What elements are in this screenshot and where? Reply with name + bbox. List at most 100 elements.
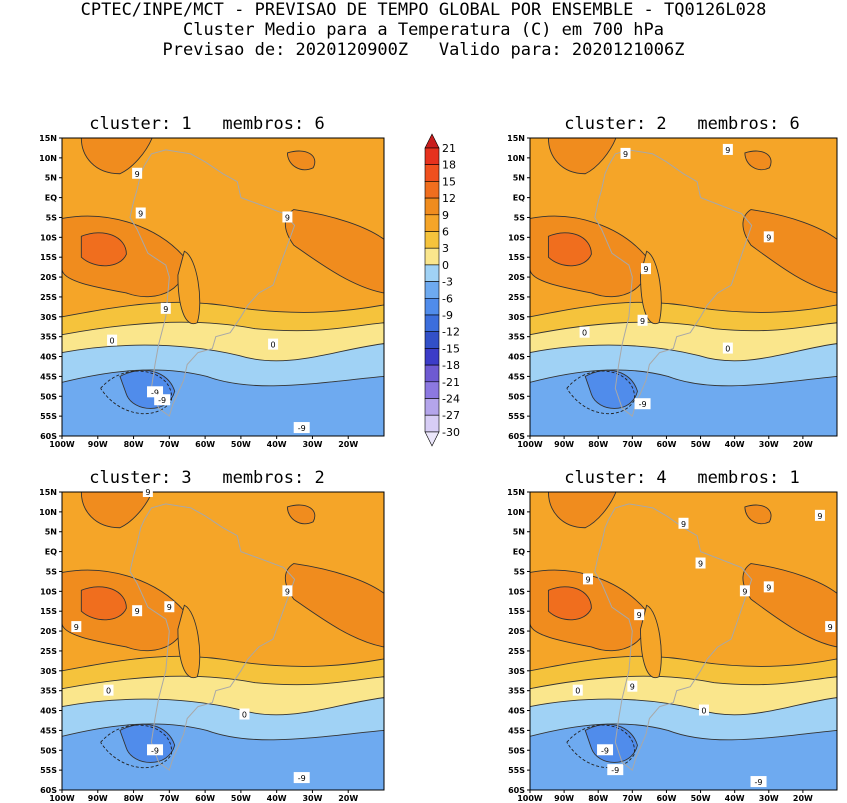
lat-tick-label: 45S [40, 726, 57, 735]
lat-tick-label: 35S [508, 687, 525, 696]
contour-label: 0 [106, 687, 111, 696]
colorbar-label: -18 [442, 359, 460, 372]
contour-label: 0 [582, 329, 587, 338]
isotherm-dashed [101, 725, 172, 768]
colorbar-swatch [424, 197, 440, 216]
lat-tick-label: 55S [508, 766, 525, 775]
contour-label-box [135, 207, 146, 219]
lat-tick-label: 10S [508, 233, 525, 242]
contour-label: 9 [681, 520, 686, 529]
lat-tick-label: 5N [513, 528, 525, 537]
lat-tick-label: 50S [40, 392, 57, 401]
contour-label: -9 [639, 400, 647, 409]
colorbar-label: 6 [442, 226, 449, 239]
lat-tick-label: 5S [46, 567, 58, 576]
lon-tick-label: 80W [588, 794, 608, 803]
contour-label-box [695, 557, 706, 569]
isotherm-fill-area [285, 210, 384, 293]
isotherm-fill-area [81, 233, 126, 266]
contour-label-box [293, 422, 310, 434]
contour-label: 9 [163, 305, 168, 314]
contour-label: 9 [643, 265, 648, 274]
map-panel-2: 100W 90W 80W 70W 60W 50W 40W 30W 20W 15N 10N 5N EQ 5S… [507, 134, 838, 449]
colorbar-swatch [424, 314, 440, 333]
contour-label: 0 [242, 711, 247, 720]
lon-tick-label: 60W [195, 794, 215, 803]
lon-tick-label: 30W [759, 794, 779, 803]
contour-label-box [160, 302, 171, 314]
lat-tick-label: 15S [508, 607, 525, 616]
lon-tick-label: 60W [656, 794, 676, 803]
contour-label: 9 [630, 683, 635, 692]
lat-tick-label: 10N [39, 154, 57, 163]
lat-tick-label: EQ [513, 548, 525, 557]
contour-label: -9 [151, 746, 159, 755]
lon-tick-label: 50W [691, 440, 711, 449]
lon-tick-label: 70W [622, 794, 642, 803]
contour-label-box [698, 704, 709, 716]
colorbar-swatch [424, 297, 440, 316]
lat-tick-label: 20S [508, 273, 525, 282]
isotherm-fill-area [81, 138, 152, 174]
colorbar-swatch [424, 164, 440, 182]
lat-tick-label: 60S [508, 432, 525, 441]
colorbar-swatch [424, 214, 440, 232]
contour-label-box [763, 581, 774, 593]
contour-label-box [103, 684, 114, 696]
lat-tick-label: 35S [508, 333, 525, 342]
contour-label: 9 [725, 146, 730, 155]
lat-tick-label: 10N [39, 508, 57, 517]
lat-tick-label: 15S [40, 253, 57, 262]
lat-tick-label: 50S [508, 392, 525, 401]
colorbar-top-arrow [424, 133, 440, 149]
contour-label-box [154, 394, 171, 406]
isotherm-fill-area [548, 233, 591, 266]
lon-tick-label: 70W [622, 440, 642, 449]
contour-label-box [268, 338, 279, 350]
lon-tick-label: 40W [725, 440, 745, 449]
colorbar-label: -21 [442, 376, 460, 389]
lon-tick-label: 100W [517, 794, 543, 803]
lon-tick-label: 50W [231, 440, 251, 449]
coastline [129, 503, 296, 771]
lon-tick-label: 60W [195, 440, 215, 449]
contour-label-box [597, 744, 614, 756]
lon-tick-label: 90W [88, 794, 108, 803]
coastline [594, 503, 753, 771]
contour-label: 9 [766, 233, 771, 242]
map-panel-3: 100W 90W 80W 70W 60W 50W 40W 30W 20W 15N 10N 5N EQ 5S… [39, 486, 385, 803]
lat-tick-label: 15N [507, 488, 525, 497]
lat-tick-label: 45S [508, 726, 525, 735]
contour-label: 9 [766, 583, 771, 592]
contour-label: -9 [298, 424, 306, 433]
figure-title-line-3: Previsao de: 2020120900Z Valido para: 20… [162, 40, 685, 60]
panel-frame [529, 491, 838, 791]
lat-tick-label: 60S [40, 432, 57, 441]
lon-tick-label: 30W [759, 440, 779, 449]
contour-label-box [147, 386, 164, 398]
contour-label: 9 [637, 611, 642, 620]
lat-tick-label: 40S [40, 353, 57, 362]
lat-tick-label: 5S [514, 213, 526, 222]
contour-label-box [142, 486, 153, 497]
contour-label-box [293, 772, 310, 784]
colorbar-swatch [424, 147, 440, 166]
lat-tick-label: 15S [508, 253, 525, 262]
contour-label-box [132, 605, 143, 617]
colorbar-swatch [424, 398, 440, 416]
panel-frame [61, 137, 385, 437]
lat-tick-label: 15N [39, 488, 57, 497]
contour-label-box [627, 680, 638, 692]
isotherm-fill-area [745, 505, 771, 524]
lon-tick-label: 80W [588, 440, 608, 449]
lat-tick-label: 45S [508, 372, 525, 381]
contour-label-box [640, 263, 651, 275]
contour-label: -9 [151, 388, 159, 397]
lon-tick-label: 40W [725, 794, 745, 803]
contour-label-box [282, 211, 293, 223]
contour-label: 9 [698, 560, 703, 569]
lat-tick-label: 40S [508, 707, 525, 716]
contour-label: -9 [601, 746, 609, 755]
lon-tick-label: 100W [49, 440, 75, 449]
contour-label-box [71, 621, 82, 633]
